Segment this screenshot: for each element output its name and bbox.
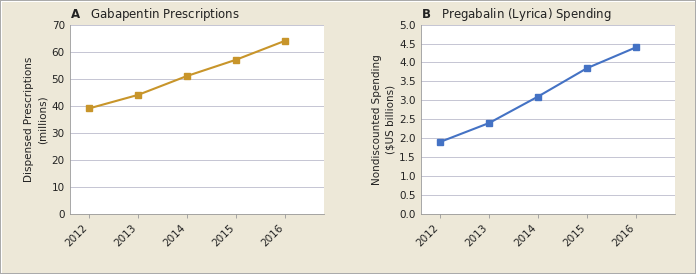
Y-axis label: Dispensed Prescriptions
(millions): Dispensed Prescriptions (millions) xyxy=(24,56,47,182)
Y-axis label: Nondiscounted Spending
($US billions): Nondiscounted Spending ($US billions) xyxy=(372,54,395,185)
Text: $\bf{B}$   Pregabalin (Lyrica) Spending: $\bf{B}$ Pregabalin (Lyrica) Spending xyxy=(420,6,611,23)
Text: $\bf{A}$   Gabapentin Prescriptions: $\bf{A}$ Gabapentin Prescriptions xyxy=(70,6,239,23)
